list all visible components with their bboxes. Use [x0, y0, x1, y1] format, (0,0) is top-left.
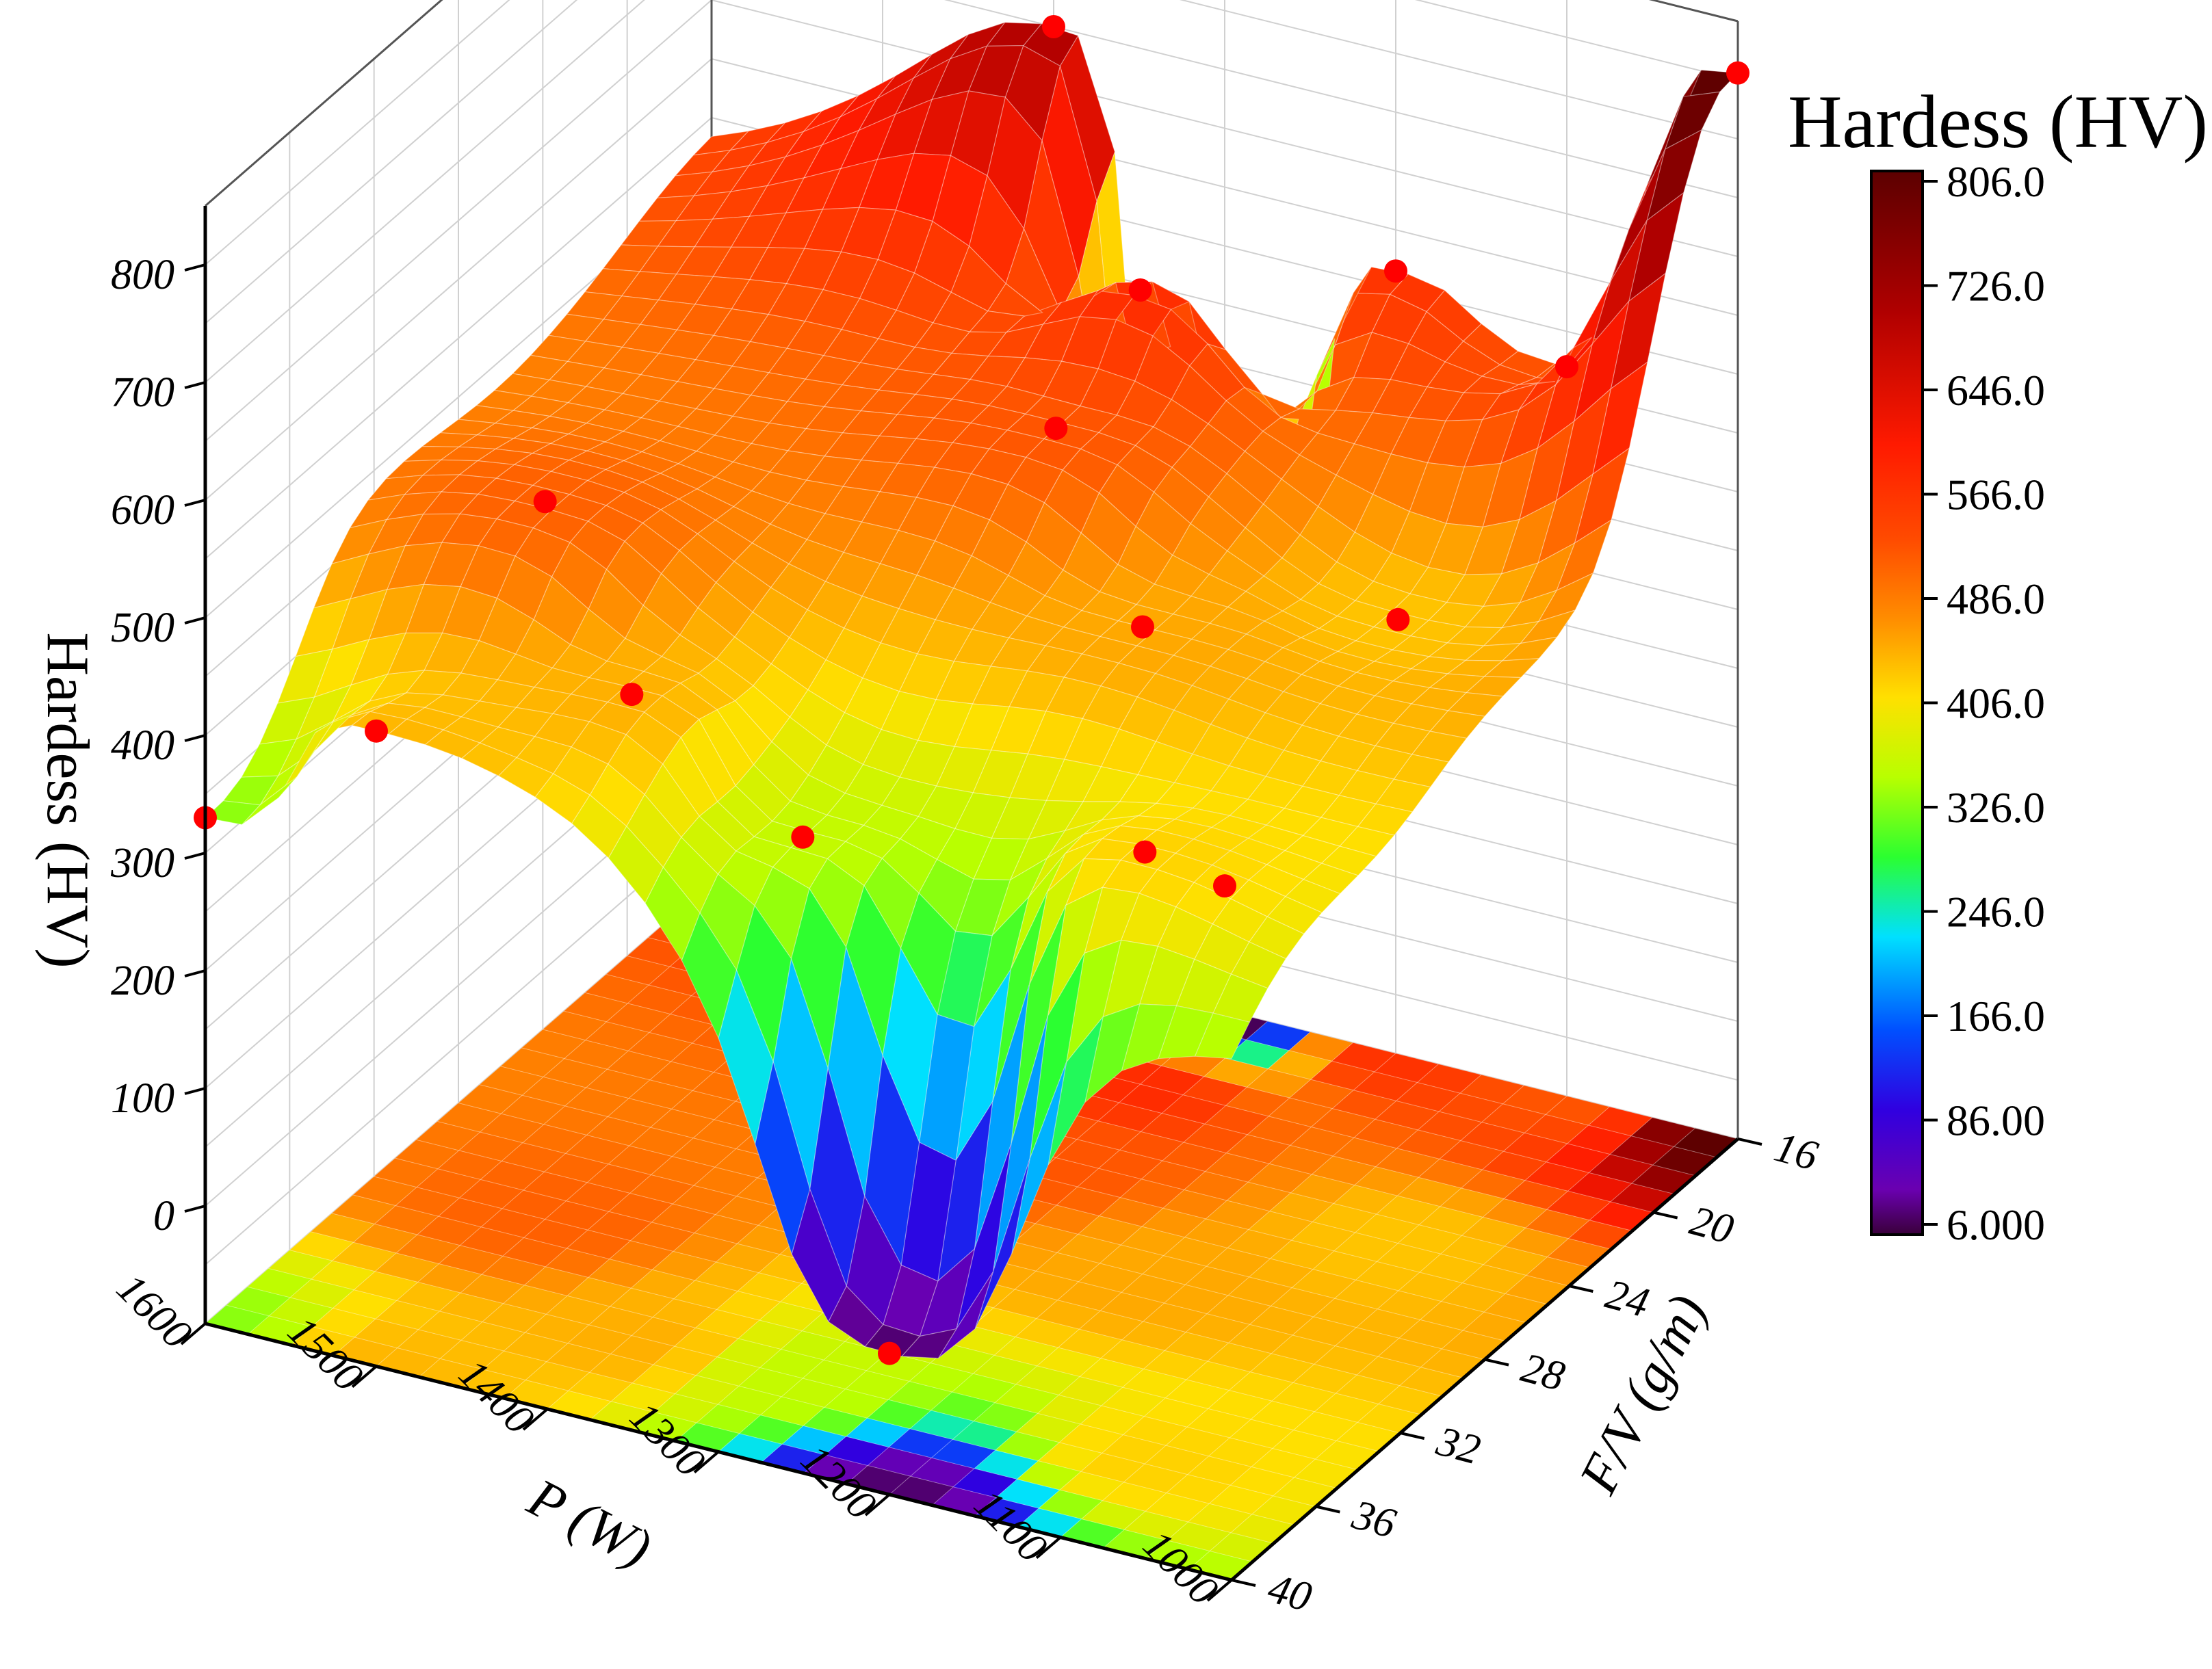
colorbar-tick-label: 646.0 — [1947, 366, 2045, 415]
colorbar-tick-label: 726.0 — [1947, 262, 2045, 311]
data-point — [1726, 61, 1749, 85]
data-point — [1128, 278, 1152, 302]
colorbar-tick-label: 166.0 — [1947, 992, 2045, 1040]
x-tick — [522, 1408, 549, 1431]
colorbar-tick-label: 406.0 — [1947, 679, 2045, 728]
y-tick-label: 36 — [1347, 1491, 1401, 1547]
y-tick — [1231, 1579, 1256, 1587]
y-tick-label: 40 — [1263, 1565, 1316, 1621]
y-tick — [1400, 1432, 1425, 1440]
data-point — [1213, 874, 1236, 898]
colorbar-tick-label: 806.0 — [1947, 157, 2045, 206]
x-tick — [351, 1365, 378, 1389]
z-tick — [184, 734, 206, 742]
z-tick-label: 600 — [111, 487, 174, 534]
data-point — [1384, 259, 1407, 283]
data-point — [1044, 417, 1068, 441]
colorbar-title: Hardess (HV) — [1788, 80, 2208, 163]
y-tick — [1315, 1505, 1340, 1514]
x-tick — [1035, 1536, 1062, 1560]
colorbar-tick-label: 566.0 — [1947, 471, 2045, 519]
x-tick — [864, 1493, 891, 1516]
data-point — [365, 719, 388, 743]
x-tick — [693, 1450, 720, 1474]
z-tick-label: 0 — [153, 1193, 174, 1239]
y-tick-label: 16 — [1769, 1124, 1822, 1180]
data-point — [1555, 355, 1578, 379]
x-tick — [180, 1322, 207, 1345]
data-points — [194, 15, 1749, 1365]
z-tick — [184, 1087, 206, 1095]
z-tick — [184, 852, 206, 860]
z-tick — [184, 616, 206, 625]
z-tick — [184, 381, 206, 389]
z-axis-title: Hardess (HV) — [34, 632, 101, 968]
data-point — [1042, 15, 1065, 38]
x-axis-title: P (W) — [518, 1467, 660, 1579]
colorbar-tick-label: 326.0 — [1947, 783, 2045, 832]
z-tick — [184, 263, 206, 272]
y-tick-label: 32 — [1431, 1418, 1485, 1474]
y-tick — [1568, 1285, 1593, 1293]
y-tick — [1484, 1358, 1509, 1367]
colorbar-tick-label: 86.00 — [1947, 1096, 2045, 1145]
y-tick — [1737, 1138, 1762, 1146]
y-tick-label: 20 — [1685, 1197, 1738, 1253]
z-tick-label: 500 — [111, 605, 174, 651]
z-tick — [184, 969, 206, 977]
colorbar: 806.0 726.0 646.0 566.0 486.0 406.0 326.0 246.0… — [1870, 157, 2045, 1249]
x-tick — [1206, 1579, 1233, 1602]
z-tick-label: 700 — [111, 369, 174, 416]
wall-border — [205, 0, 1739, 207]
data-point — [533, 490, 557, 514]
colorbar-tick-label: 486.0 — [1947, 575, 2045, 623]
z-tick — [184, 1205, 206, 1213]
colorbar-tick-label: 6.000 — [1947, 1200, 2045, 1249]
x-tick-label: 1600 — [107, 1265, 200, 1358]
colorbar-gradient — [1870, 170, 1924, 1236]
z-tick-label: 800 — [111, 252, 174, 298]
z-tick-label: 100 — [111, 1075, 174, 1122]
data-point — [1133, 840, 1157, 864]
data-point — [791, 825, 815, 849]
data-point — [620, 683, 644, 707]
axes: 0100200300400500600700800100011001200130… — [107, 206, 1823, 1621]
hardness-surface — [204, 21, 1739, 1359]
data-point — [1131, 615, 1154, 639]
y-tick-label: 24 — [1601, 1271, 1654, 1327]
colorbar-tick-label: 246.0 — [1947, 888, 2045, 936]
y-tick — [1653, 1211, 1678, 1220]
y-tick-label: 28 — [1516, 1344, 1569, 1400]
data-point — [878, 1341, 901, 1365]
data-point — [1386, 607, 1410, 631]
z-tick — [184, 499, 206, 507]
z-tick-label: 200 — [111, 958, 174, 1004]
z-tick-label: 400 — [111, 722, 174, 769]
z-tick-label: 300 — [110, 840, 174, 886]
